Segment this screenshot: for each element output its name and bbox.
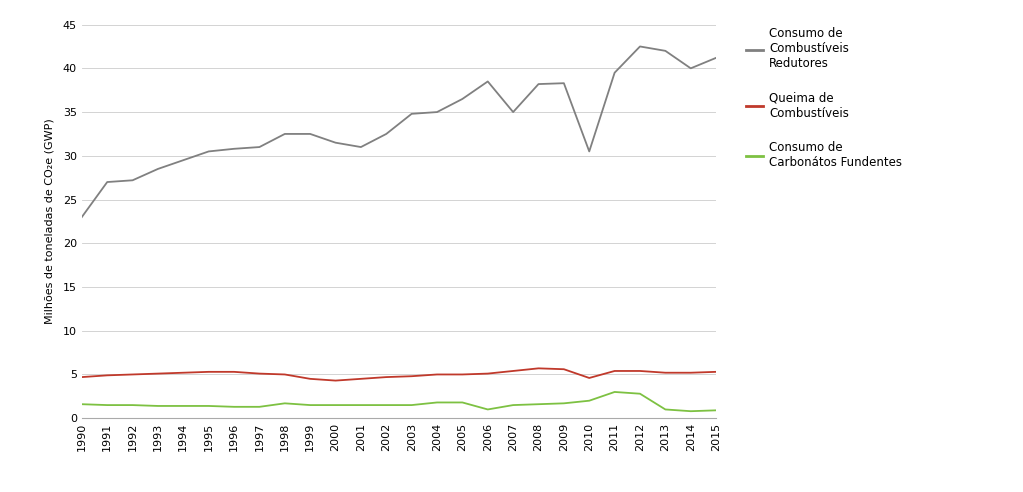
Legend: Consumo de
Combustíveis
Redutores, Queima de
Combustíveis, Consumo de
Carbonátos: Consumo de Combustíveis Redutores, Queim… bbox=[741, 23, 907, 174]
Y-axis label: Milhões de toneladas de CO₂e (GWP): Milhões de toneladas de CO₂e (GWP) bbox=[45, 119, 54, 324]
